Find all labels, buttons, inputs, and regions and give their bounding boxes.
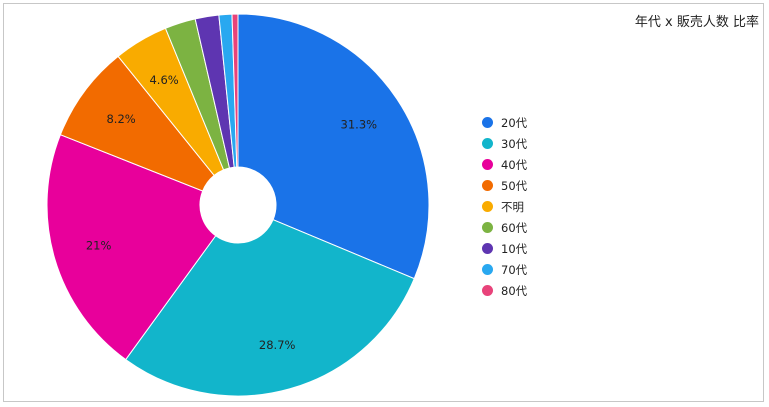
legend-label: 不明 [501, 199, 524, 214]
legend-item-3[interactable]: 50代 [482, 175, 527, 196]
slice-data-label-0: 31.3% [341, 118, 378, 132]
pie-slice-3[interactable] [59, 55, 215, 192]
legend-item-5[interactable]: 60代 [482, 217, 527, 238]
pie-slice-2[interactable] [46, 134, 217, 361]
legend-label: 20代 [501, 115, 528, 130]
legend-swatch [482, 138, 493, 149]
legend-label: 40代 [501, 157, 528, 172]
legend: 20代 30代 40代 50代不明 60代 10代 70代 80代 [482, 112, 527, 301]
legend-label: 60代 [501, 220, 528, 235]
legend-item-6[interactable]: 10代 [482, 238, 527, 259]
slice-data-label-4: 4.6% [149, 73, 178, 87]
legend-swatch [482, 180, 493, 191]
legend-item-0[interactable]: 20代 [482, 112, 527, 133]
chart-title: 年代 x 販売人数 比率 [634, 15, 759, 30]
legend-swatch [482, 285, 493, 296]
legend-item-8[interactable]: 80代 [482, 280, 527, 301]
legend-swatch [482, 159, 493, 170]
legend-swatch [482, 201, 493, 212]
legend-label: 30代 [501, 136, 528, 151]
slice-data-label-3: 8.2% [106, 112, 135, 126]
slice-data-label-1: 28.7% [259, 338, 296, 352]
legend-swatch [482, 117, 493, 128]
legend-item-2[interactable]: 40代 [482, 154, 527, 175]
pie-slice-0[interactable] [237, 13, 430, 280]
legend-item-7[interactable]: 70代 [482, 259, 527, 280]
legend-label: 70代 [501, 262, 528, 277]
legend-label: 10代 [501, 241, 528, 256]
slice-data-label-2: 21% [86, 238, 112, 252]
legend-swatch [482, 243, 493, 254]
pie-slice-8[interactable] [231, 13, 239, 168]
legend-swatch [482, 222, 493, 233]
legend-item-1[interactable]: 30代 [482, 133, 527, 154]
legend-label: 50代 [501, 178, 528, 193]
legend-item-4[interactable]: 不明 [482, 196, 527, 217]
pie-slice-1[interactable] [125, 218, 415, 397]
legend-label: 80代 [501, 283, 528, 298]
legend-swatch [482, 264, 493, 275]
